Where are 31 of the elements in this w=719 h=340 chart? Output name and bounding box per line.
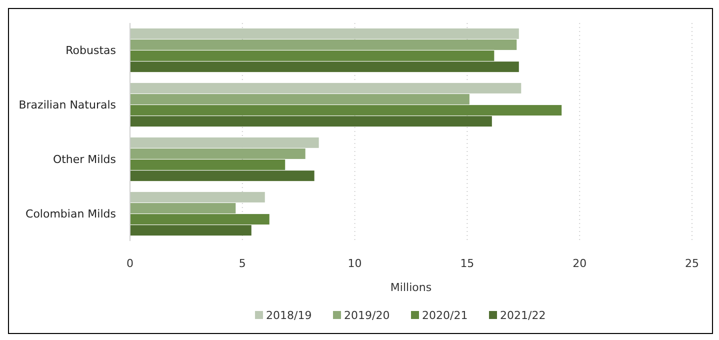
y-tick-label: Robustas bbox=[66, 44, 116, 58]
x-tick-label: 0 bbox=[126, 257, 134, 270]
x-tick-label: 20 bbox=[572, 257, 587, 270]
bar bbox=[130, 50, 494, 62]
x-tick-label: 10 bbox=[348, 257, 362, 270]
legend-label: 2018/19 bbox=[266, 309, 312, 322]
legend-label: 2020/21 bbox=[422, 309, 468, 322]
bar bbox=[130, 148, 306, 159]
bar bbox=[130, 62, 519, 72]
bar bbox=[130, 105, 562, 116]
y-tick-label: Brazilian Naturals bbox=[18, 98, 116, 112]
bar bbox=[130, 39, 517, 50]
y-tick-label: Other Milds bbox=[52, 153, 116, 166]
bar bbox=[130, 214, 270, 225]
bar bbox=[130, 170, 314, 182]
legend-label: 2019/20 bbox=[344, 309, 390, 322]
x-tick-label: 25 bbox=[685, 257, 699, 270]
legend-label: 2021/22 bbox=[500, 309, 546, 322]
bar bbox=[130, 202, 236, 214]
x-tick-label: 15 bbox=[460, 257, 474, 270]
bar bbox=[130, 137, 319, 148]
bar bbox=[130, 192, 265, 202]
bar bbox=[130, 116, 492, 127]
x-tick-label: 5 bbox=[238, 257, 246, 270]
bar bbox=[130, 28, 519, 39]
x-axis-title: Millions bbox=[390, 281, 432, 294]
y-tick-label: Colombian Milds bbox=[26, 208, 116, 221]
bar bbox=[130, 82, 522, 94]
bar bbox=[130, 94, 470, 104]
bar bbox=[130, 160, 286, 170]
bar bbox=[130, 225, 252, 236]
